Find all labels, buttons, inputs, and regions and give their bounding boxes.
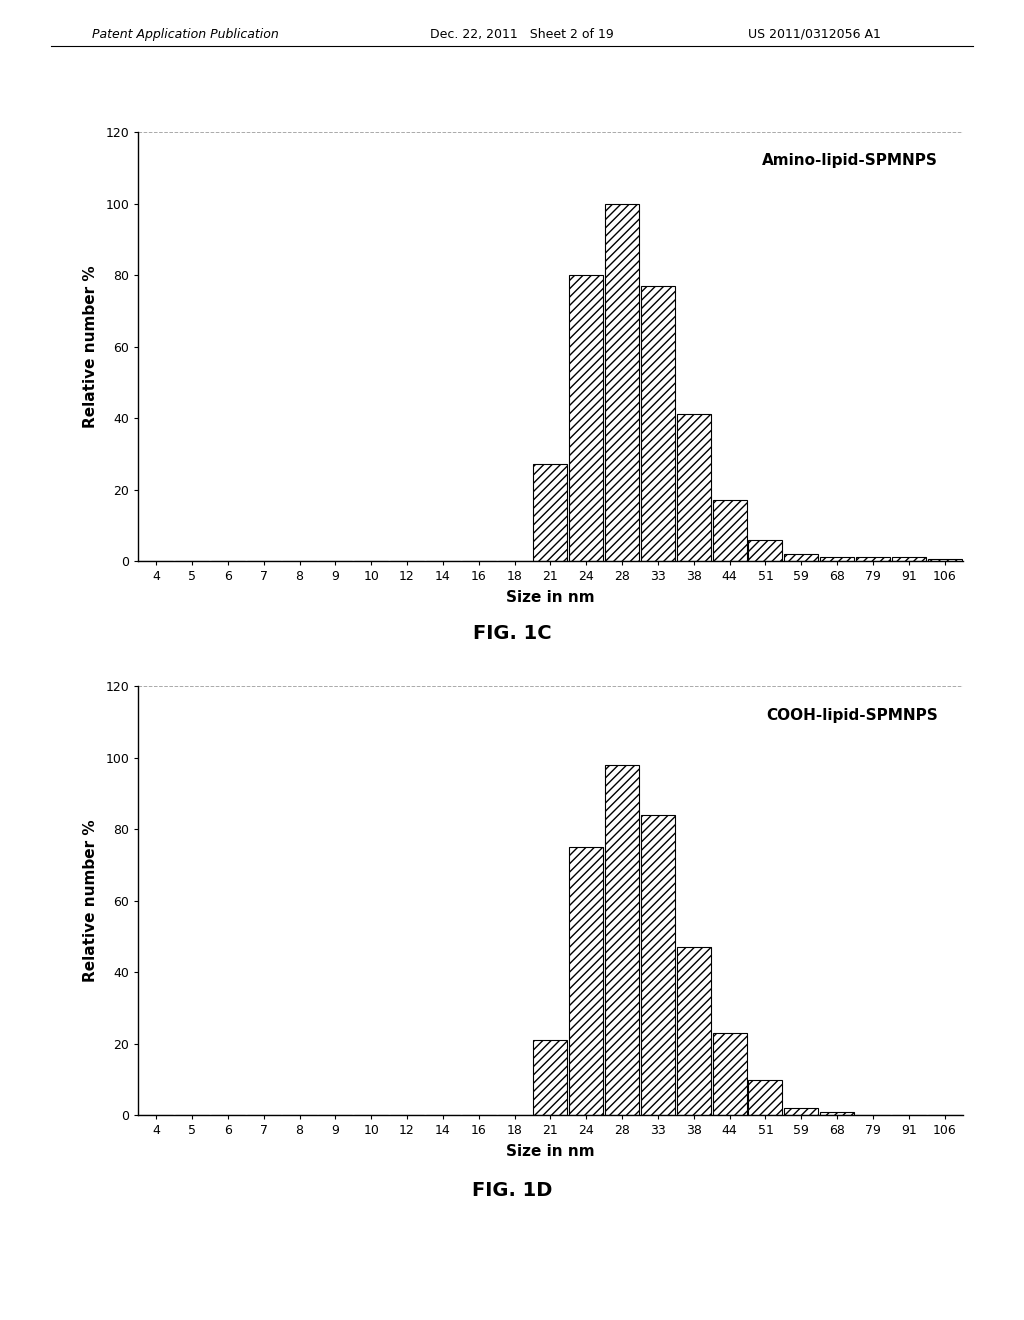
Bar bbox=[641, 814, 675, 1115]
Bar bbox=[569, 275, 603, 561]
Bar bbox=[641, 285, 675, 561]
Text: FIG. 1D: FIG. 1D bbox=[472, 1181, 552, 1200]
Bar bbox=[928, 560, 962, 561]
Bar bbox=[784, 554, 818, 561]
Bar bbox=[820, 557, 854, 561]
Bar bbox=[820, 1111, 854, 1115]
Bar bbox=[569, 847, 603, 1115]
Bar bbox=[749, 540, 782, 561]
X-axis label: Size in nm: Size in nm bbox=[506, 590, 595, 605]
Bar bbox=[677, 414, 711, 561]
Bar bbox=[856, 557, 890, 561]
Text: Dec. 22, 2011   Sheet 2 of 19: Dec. 22, 2011 Sheet 2 of 19 bbox=[430, 28, 613, 41]
Text: Patent Application Publication: Patent Application Publication bbox=[92, 28, 279, 41]
Bar bbox=[713, 1034, 746, 1115]
Bar bbox=[605, 766, 639, 1115]
Y-axis label: Relative number %: Relative number % bbox=[83, 265, 98, 428]
Bar bbox=[605, 203, 639, 561]
Bar bbox=[534, 465, 567, 561]
Text: Amino-lipid-SPMNPS: Amino-lipid-SPMNPS bbox=[762, 153, 938, 169]
Y-axis label: Relative number %: Relative number % bbox=[83, 820, 98, 982]
Text: US 2011/0312056 A1: US 2011/0312056 A1 bbox=[748, 28, 881, 41]
Bar bbox=[892, 557, 926, 561]
X-axis label: Size in nm: Size in nm bbox=[506, 1144, 595, 1159]
Bar bbox=[749, 1080, 782, 1115]
Text: FIG. 1C: FIG. 1C bbox=[473, 624, 551, 643]
Bar bbox=[713, 500, 746, 561]
Bar bbox=[677, 948, 711, 1115]
Text: COOH-lipid-SPMNPS: COOH-lipid-SPMNPS bbox=[766, 708, 938, 723]
Bar bbox=[534, 1040, 567, 1115]
Bar bbox=[784, 1109, 818, 1115]
